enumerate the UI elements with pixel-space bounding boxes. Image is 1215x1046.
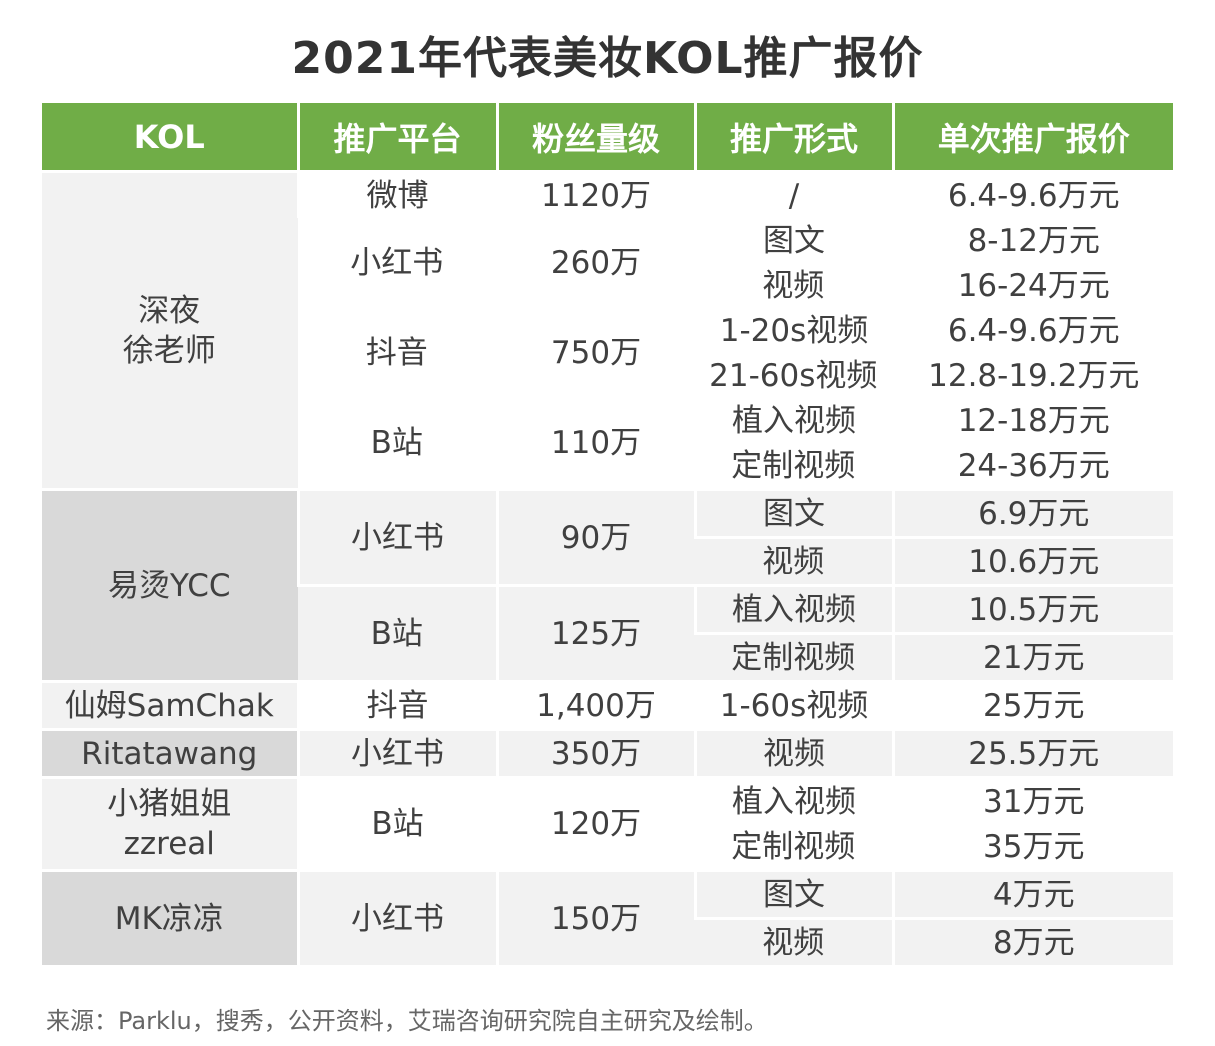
form-cell: 视频 [695, 536, 893, 586]
table-row: Ritatawang 小红书 350万 视频 25.5万元 [42, 728, 1173, 778]
kol-name-cell: 小猪姐姐 zzreal [42, 776, 298, 871]
platform-cell: 微博 [296, 170, 497, 218]
form-cell: 视频 [695, 263, 893, 308]
platform-cell: B站 [298, 584, 497, 682]
kol-name-cell: 易烫YCC [42, 488, 298, 682]
kol-name: 徐老师 [122, 332, 216, 369]
price-cell: 4万元 [891, 869, 1173, 919]
fans-cell: 120万 [495, 776, 695, 871]
kol-name: 易烫YCC [107, 567, 231, 604]
table-row: 小红书 260万 图文 8-12万元 [42, 218, 1173, 308]
price-cell: 8万元 [891, 917, 1173, 965]
platform-cell: 小红书 [296, 869, 497, 965]
header-kol: KOL [42, 103, 298, 173]
platform-cell: 小红书 [298, 218, 497, 308]
fans-cell: 750万 [495, 308, 695, 398]
form-cell: 植入视频 [693, 776, 893, 824]
price-cell: 16-24万元 [891, 263, 1173, 308]
table-row: 易烫YCC 小红书 90万 图文 6.9万元 [42, 488, 1173, 682]
fans-cell: 1,400万 [495, 680, 695, 730]
platform-cell: 抖音 [298, 308, 497, 398]
table-row: 定制视频 21万元 [42, 632, 1173, 682]
form-cell: 视频 [695, 917, 893, 965]
table-row: B站 125万 植入视频 10.5万元 [42, 584, 1173, 682]
platform-cell: B站 [298, 398, 497, 490]
table-row: 21-60s视频 12.8-19.2万元 [42, 353, 1173, 398]
kol-name: Ritatawang [81, 735, 258, 772]
kol-name: 仙姆SamChak [64, 687, 274, 724]
price-cell: 31万元 [891, 776, 1173, 824]
form-cell: 图文 [693, 869, 893, 919]
kol-name-cell: MK凉凉 [42, 869, 298, 965]
table-row: 仙姆SamChak 抖音 1,400万 1-60s视频 25万元 [42, 680, 1173, 730]
page-title: 2021年代表美妆KOL推广报价 [291, 33, 924, 84]
price-cell: 6.9万元 [891, 488, 1173, 538]
price-cell: 10.5万元 [891, 584, 1173, 634]
form-cell: 植入视频 [693, 398, 893, 443]
price-cell: 35万元 [891, 824, 1173, 871]
kol-name-cell: 仙姆SamChak [42, 680, 298, 730]
table-row: 定制视频 35万元 [42, 824, 1173, 871]
form-cell: 1-20s视频 [693, 308, 893, 353]
form-cell: 图文 [693, 488, 893, 538]
table-row: B站 110万 植入视频 12-18万元 [42, 398, 1173, 490]
fans-cell: 110万 [495, 398, 695, 490]
kol-name: zzreal [123, 826, 215, 862]
table-row: MK凉凉 小红书 150万 图文 4万元 [42, 869, 1173, 965]
header-row: KOL 推广平台 粉丝量级 推广形式 单次推广报价 [42, 103, 1173, 173]
source-note: 来源：Parklu，搜秀，公开资料，艾瑞咨询研究院自主研究及绘制。 [46, 1007, 768, 1035]
price-cell: 12-18万元 [891, 398, 1173, 443]
price-cell: 10.6万元 [891, 536, 1173, 586]
form-cell: / [693, 170, 893, 218]
fans-cell: 90万 [495, 488, 695, 586]
table-row: 抖音 750万 1-20s视频 6.4-9.6万元 [42, 308, 1173, 398]
header-form: 推广形式 [693, 103, 893, 173]
form-cell: 定制视频 [695, 824, 893, 871]
platform-cell: 小红书 [296, 728, 497, 778]
table-row: 深夜 徐老师 微博 1120万/6.4-9.6万元 [42, 170, 1173, 490]
price-cell: 6.4-9.6万元 [891, 170, 1173, 218]
kol-name: 深夜 [138, 292, 201, 329]
kol-name: 小猪姐姐 [107, 786, 232, 822]
platform-cell: B站 [296, 776, 497, 871]
header-platform: 推广平台 [296, 103, 497, 173]
fans-cell: 150万 [495, 869, 695, 965]
form-cell: 1-60s视频 [693, 680, 893, 730]
fans-cell: 1120万 [495, 170, 695, 218]
table-row: 定制视频 24-36万元 [42, 443, 1173, 490]
fans-cell: 125万 [495, 584, 695, 682]
form-cell: 定制视频 [695, 632, 893, 682]
form-cell: 21-60s视频 [695, 353, 893, 398]
kol-name-cell: 深夜 徐老师 [42, 170, 298, 490]
kol-name: MK凉凉 [114, 900, 224, 937]
platform-cell: 小红书 [296, 488, 497, 586]
fans-cell: 260万 [495, 218, 695, 308]
price-cell: 12.8-19.2万元 [891, 353, 1173, 398]
table-row: 小猪姐姐 zzreal B站 120万 植入视频 31万元 [42, 776, 1173, 871]
form-cell: 图文 [693, 218, 893, 263]
form-cell: 植入视频 [693, 584, 893, 634]
price-cell: 25万元 [891, 680, 1173, 730]
price-cell: 21万元 [891, 632, 1173, 682]
platform-cell: 抖音 [296, 680, 497, 730]
kol-price-table: KOL 推广平台 粉丝量级 推广形式 单次推广报价 深夜 徐老师 微博 1120万/6… [42, 103, 1173, 965]
price-cell: 6.4-9.6万元 [891, 308, 1173, 353]
price-cell: 24-36万元 [891, 443, 1173, 490]
header-price: 单次推广报价 [891, 103, 1173, 173]
table-row: 视频 10.6万元 [42, 536, 1173, 586]
price-cell: 25.5万元 [891, 728, 1173, 778]
table-row: 视频 8万元 [42, 917, 1173, 965]
fans-cell: 350万 [495, 728, 695, 778]
form-cell: 定制视频 [695, 443, 893, 490]
form-cell: 视频 [693, 728, 893, 778]
kol-name-cell: Ritatawang [42, 728, 298, 778]
table-row: 视频 16-24万元 [42, 263, 1173, 308]
header-fans: 粉丝量级 [495, 103, 695, 173]
price-cell: 8-12万元 [891, 218, 1173, 263]
